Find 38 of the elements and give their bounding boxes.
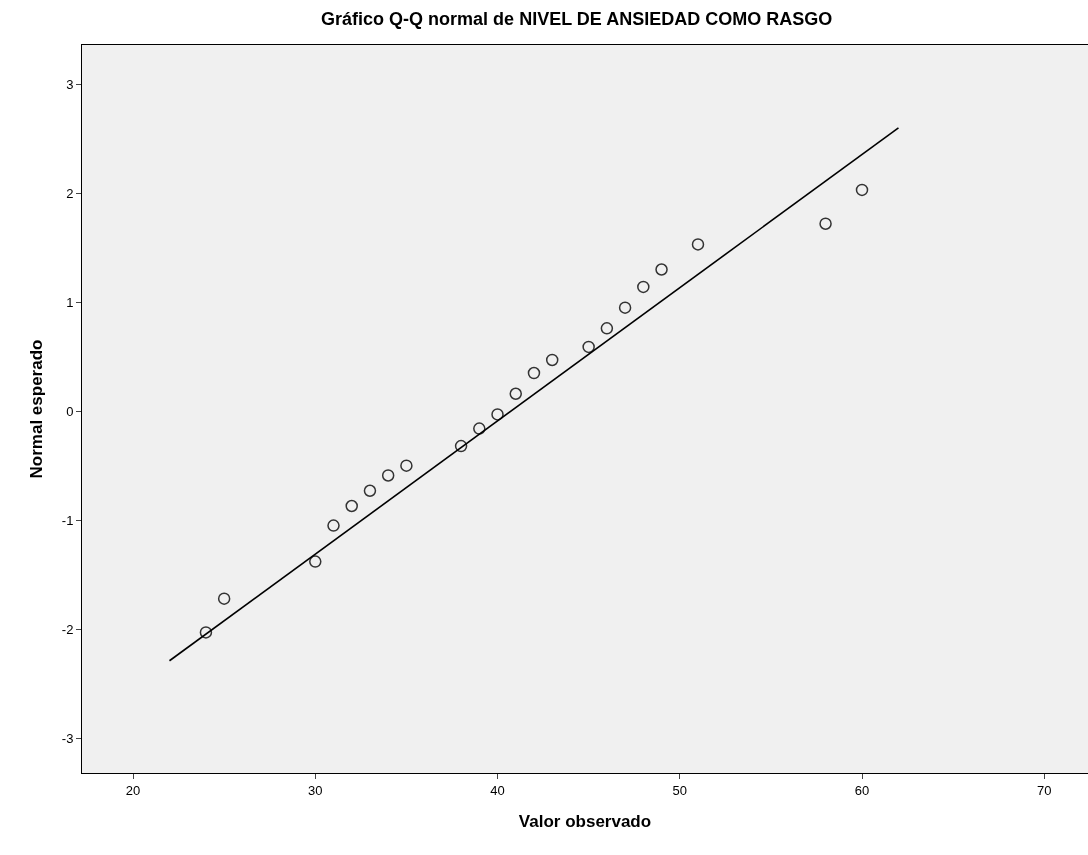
point xyxy=(855,183,869,197)
point xyxy=(400,459,413,472)
y-tick-label: -1 xyxy=(61,512,74,528)
point xyxy=(691,238,705,251)
point xyxy=(345,499,358,513)
point xyxy=(199,626,213,639)
y-axis-title: Normal esperado xyxy=(27,339,47,479)
point xyxy=(819,217,832,230)
x-tick-label: 50 xyxy=(672,782,687,798)
point xyxy=(491,408,504,421)
chart-title: Gráfico Q-Q normal de NIVEL DE ANSIEDAD COMO RASGO xyxy=(321,9,833,30)
y-tick-label: -3 xyxy=(61,730,74,746)
point xyxy=(473,422,486,435)
point xyxy=(527,366,541,380)
y-tick-label: 0 xyxy=(66,403,74,419)
x-tick-label: 30 xyxy=(308,782,323,798)
point xyxy=(217,592,231,605)
y-tick-label: 1 xyxy=(66,294,74,310)
point xyxy=(637,280,650,294)
y-tick-label: 3 xyxy=(66,76,74,92)
point xyxy=(309,555,322,568)
point xyxy=(618,301,632,314)
point xyxy=(509,387,522,400)
point xyxy=(545,353,559,367)
x-tick-label: 20 xyxy=(125,782,141,798)
point xyxy=(381,469,395,482)
y-tick-label: -2 xyxy=(61,621,74,637)
y-tick-label: 2 xyxy=(66,185,74,201)
point xyxy=(363,484,377,497)
x-tick-label: 70 xyxy=(1037,782,1052,798)
point xyxy=(600,322,614,335)
x-tick-label: 60 xyxy=(854,782,870,798)
x-axis-title: Valor observado xyxy=(518,812,652,831)
point xyxy=(582,340,595,354)
point xyxy=(655,263,668,276)
point xyxy=(327,519,340,532)
point xyxy=(454,439,468,453)
x-tick-label: 40 xyxy=(490,782,505,798)
